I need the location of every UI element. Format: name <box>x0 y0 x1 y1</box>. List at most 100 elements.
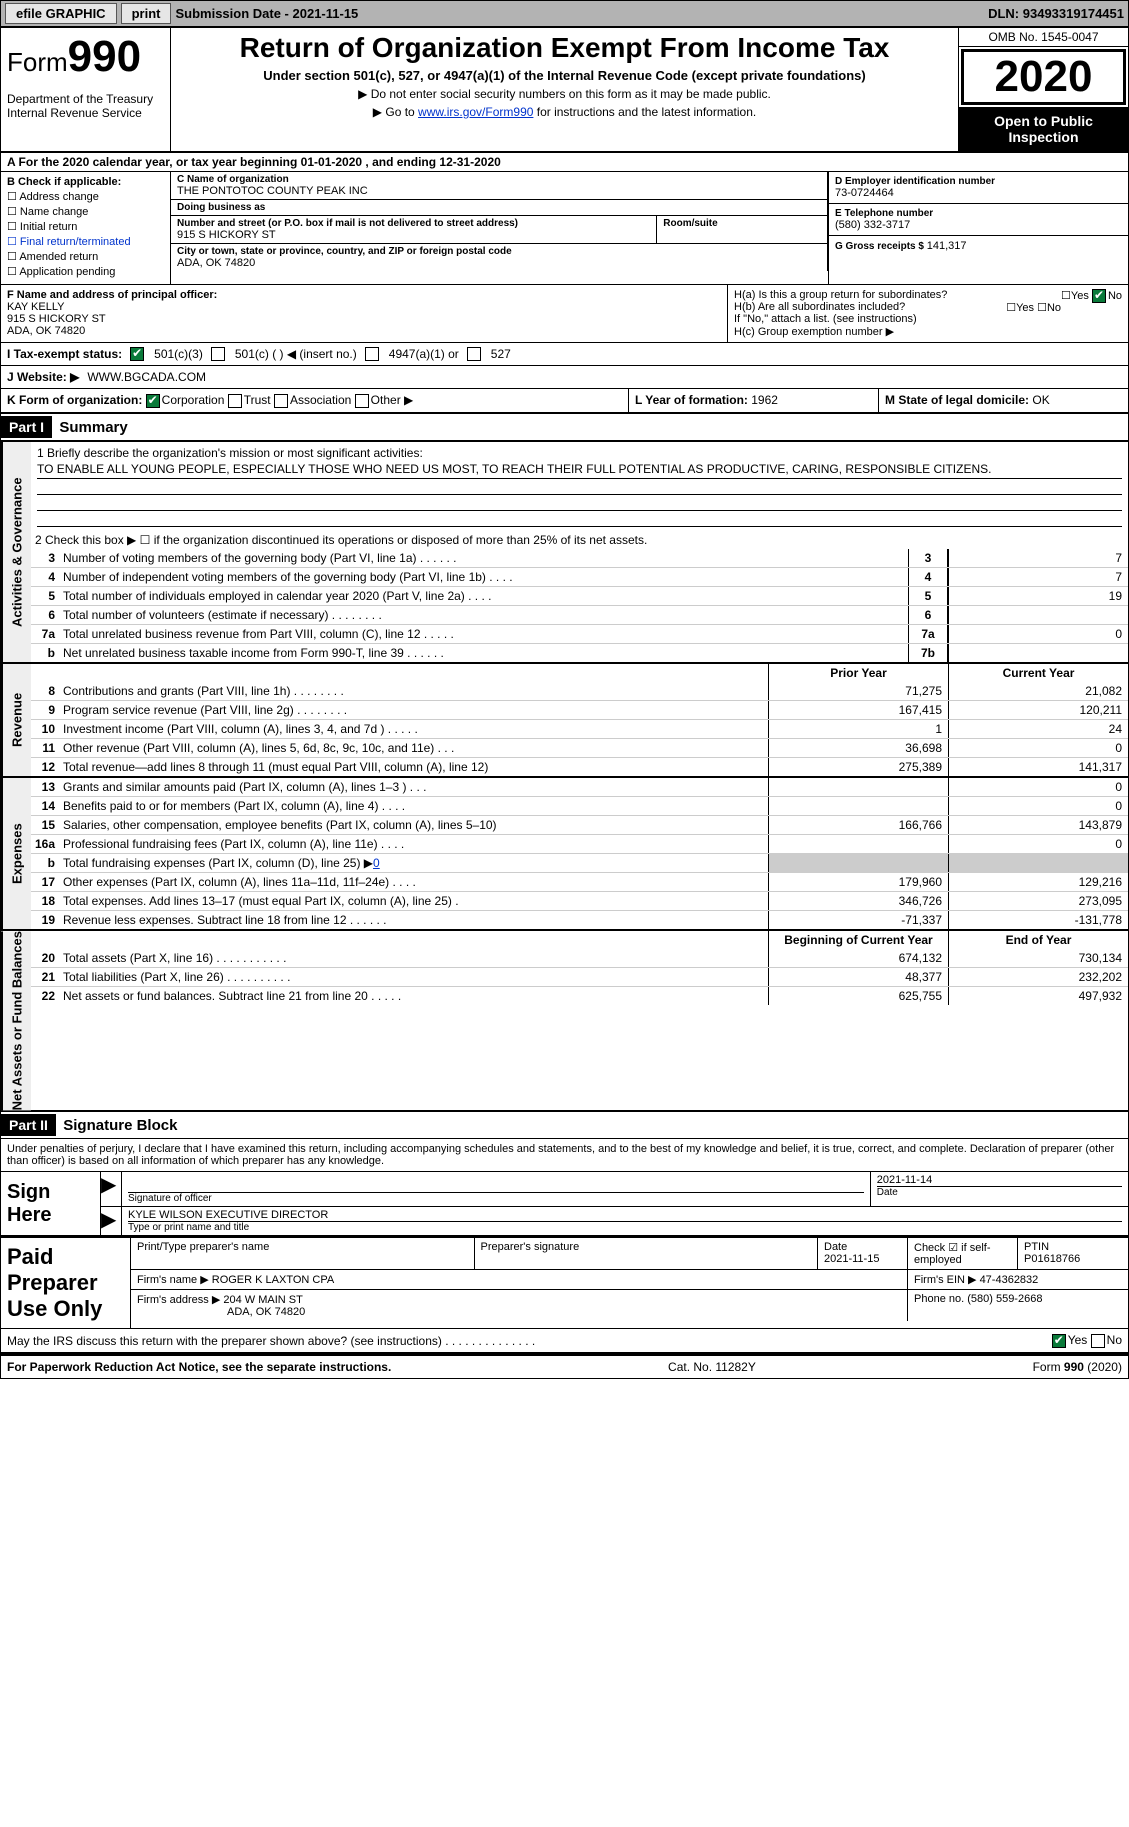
line-17: 17Other expenses (Part IX, column (A), l… <box>31 873 1128 892</box>
room-label: Room/suite <box>663 218 821 229</box>
line-3: 3Number of voting members of the governi… <box>31 549 1128 568</box>
irs-link[interactable]: www.irs.gov/Form990 <box>418 105 533 119</box>
section-expenses: Expenses 13Grants and similar amounts pa… <box>1 778 1128 931</box>
mission-box: 1 Briefly describe the organization's mi… <box>31 442 1128 531</box>
mission-text: TO ENABLE ALL YOUNG PEOPLE, ESPECIALLY T… <box>37 460 1122 479</box>
line-22: 22Net assets or fund balances. Subtract … <box>31 987 1128 1005</box>
discuss-no-checkbox[interactable] <box>1091 1334 1105 1348</box>
form-footer: Form 990 (2020) <box>1033 1360 1122 1374</box>
officer-addr2: ADA, OK 74820 <box>7 325 721 337</box>
sign-here-label: Sign Here <box>1 1172 101 1235</box>
city-value: ADA, OK 74820 <box>177 257 821 269</box>
line-13: 13Grants and similar amounts paid (Part … <box>31 778 1128 797</box>
city-label: City or town, state or province, country… <box>177 246 821 257</box>
dln: DLN: 93493319174451 <box>988 6 1124 21</box>
print-button[interactable]: print <box>121 3 172 24</box>
chk-4947[interactable] <box>365 347 379 361</box>
row-klm: K Form of organization: Corporation Trus… <box>1 389 1128 414</box>
prep-firm-name-row: Firm's name ▶ ROGER K LAXTON CPA Firm's … <box>131 1270 1128 1290</box>
line-11: 11Other revenue (Part VIII, column (A), … <box>31 739 1128 758</box>
side-expenses: Expenses <box>1 778 31 929</box>
discuss-yes-checkbox[interactable] <box>1052 1334 1066 1348</box>
phone-value: (580) 332-3717 <box>835 219 1122 231</box>
sign-here-row: Sign Here ▶ Signature of officer 2021-11… <box>1 1172 1128 1236</box>
block-c: C Name of organization THE PONTOTOC COUN… <box>171 172 828 284</box>
period-row: A For the 2020 calendar year, or tax yea… <box>1 153 1128 172</box>
chk-other[interactable] <box>355 394 369 408</box>
net-col-header: Beginning of Current YearEnd of Year <box>31 931 1128 949</box>
row-j: J Website: ▶ WWW.BGCADA.COM <box>1 366 1128 389</box>
gross-label: G Gross receipts $ <box>835 241 927 252</box>
officer-name: KAY KELLY <box>7 301 721 313</box>
form-header: Form990 Department of the TreasuryIntern… <box>1 28 1128 153</box>
ha-no-checkbox[interactable] <box>1092 289 1106 303</box>
ha-row: H(a) Is this a group return for subordin… <box>734 289 1122 301</box>
section-governance: Activities & Governance 1 Briefly descri… <box>1 442 1128 664</box>
top-toolbar: efile GRAPHIC print Submission Date - 20… <box>0 0 1129 27</box>
chk-name-change[interactable]: ☐ Name change <box>7 205 164 218</box>
chk-527[interactable] <box>467 347 481 361</box>
mission-blank2 <box>37 495 1122 511</box>
note-ssn: ▶ Do not enter social security numbers o… <box>179 87 950 101</box>
chk-final-return[interactable]: ☐ Final return/terminated <box>7 235 164 248</box>
chk-corp[interactable] <box>146 394 160 408</box>
efile-graphic-button[interactable]: efile GRAPHIC <box>5 3 117 24</box>
line-5: 5Total number of individuals employed in… <box>31 587 1128 606</box>
ein-value: 73-0724464 <box>835 187 1122 199</box>
omb-number: OMB No. 1545-0047 <box>959 28 1128 47</box>
ein-label: D Employer identification number <box>835 176 1122 187</box>
row-fh: F Name and address of principal officer:… <box>1 285 1128 343</box>
open-to-public: Open to PublicInspection <box>959 107 1128 151</box>
block-deg: D Employer identification number 73-0724… <box>828 172 1128 284</box>
line-8: 8Contributions and grants (Part VIII, li… <box>31 682 1128 701</box>
chk-501c3[interactable] <box>130 347 144 361</box>
line-9: 9Program service revenue (Part VIII, lin… <box>31 701 1128 720</box>
row-l: L Year of formation: 1962 <box>628 389 878 412</box>
arrow-icon: ▶ <box>101 1207 121 1235</box>
line-7a: 7aTotal unrelated business revenue from … <box>31 625 1128 644</box>
hc-row: H(c) Group exemption number ▶ <box>734 325 1122 338</box>
prep-firm-addr-row: Firm's address ▶ 204 W MAIN STADA, OK 74… <box>131 1290 1128 1321</box>
row-m: M State of legal domicile: OK <box>878 389 1128 412</box>
paid-preparer-label: Paid Preparer Use Only <box>1 1238 131 1328</box>
block-f: F Name and address of principal officer:… <box>1 285 728 342</box>
chk-assoc[interactable] <box>274 394 288 408</box>
line-2: 2 Check this box ▶ ☐ if the organization… <box>31 531 1128 549</box>
addr-label: Number and street (or P.O. box if mail i… <box>177 218 650 229</box>
sig-date-label: Date <box>877 1186 1122 1198</box>
header-center: Return of Organization Exempt From Incom… <box>171 28 958 151</box>
note-goto: ▶ Go to www.irs.gov/Form990 for instruct… <box>179 105 950 119</box>
footer: For Paperwork Reduction Act Notice, see … <box>1 1354 1128 1378</box>
chk-app-pending[interactable]: ☐ Application pending <box>7 265 164 278</box>
line-16b-link[interactable]: 0 <box>373 856 380 870</box>
section-net-assets: Net Assets or Fund Balances Beginning of… <box>1 931 1128 1112</box>
row-i: I Tax-exempt status: 501(c)(3) 501(c) ( … <box>1 343 1128 366</box>
line-19: 19Revenue less expenses. Subtract line 1… <box>31 911 1128 929</box>
line-4: 4Number of independent voting members of… <box>31 568 1128 587</box>
signature-declaration: Under penalties of perjury, I declare th… <box>1 1139 1128 1172</box>
pra-notice: For Paperwork Reduction Act Notice, see … <box>7 1360 391 1374</box>
chk-501c[interactable] <box>211 347 225 361</box>
form-title: Return of Organization Exempt From Incom… <box>179 32 950 64</box>
officer-typed-name: KYLE WILSON EXECUTIVE DIRECTOR <box>128 1209 1122 1221</box>
chk-initial-return[interactable]: ☐ Initial return <box>7 220 164 233</box>
block-b: B Check if applicable: ☐ Address change … <box>1 172 171 284</box>
sig-date: 2021-11-14 <box>877 1174 1122 1186</box>
form-990: Form990 Department of the TreasuryIntern… <box>0 27 1129 1379</box>
part-i-header: Part I Summary <box>1 414 1128 442</box>
line-6: 6Total number of volunteers (estimate if… <box>31 606 1128 625</box>
part-i-tag: Part I <box>1 416 52 438</box>
row-k: K Form of organization: Corporation Trus… <box>1 389 628 412</box>
part-ii-header: Part II Signature Block <box>1 1112 1128 1139</box>
line-16b: bTotal fundraising expenses (Part IX, co… <box>31 854 1128 873</box>
phone-label: E Telephone number <box>835 208 1122 219</box>
typed-name-label: Type or print name and title <box>128 1221 1122 1233</box>
chk-amended[interactable]: ☐ Amended return <box>7 250 164 263</box>
chk-address-change[interactable]: ☐ Address change <box>7 190 164 203</box>
block-b-label: B Check if applicable: <box>7 176 164 188</box>
dept-treasury: Department of the TreasuryInternal Reven… <box>7 92 164 120</box>
tax-year: 2020 <box>961 49 1126 105</box>
form-subtitle: Under section 501(c), 527, or 4947(a)(1)… <box>179 68 950 83</box>
line-20: 20Total assets (Part X, line 16) . . . .… <box>31 949 1128 968</box>
chk-trust[interactable] <box>228 394 242 408</box>
